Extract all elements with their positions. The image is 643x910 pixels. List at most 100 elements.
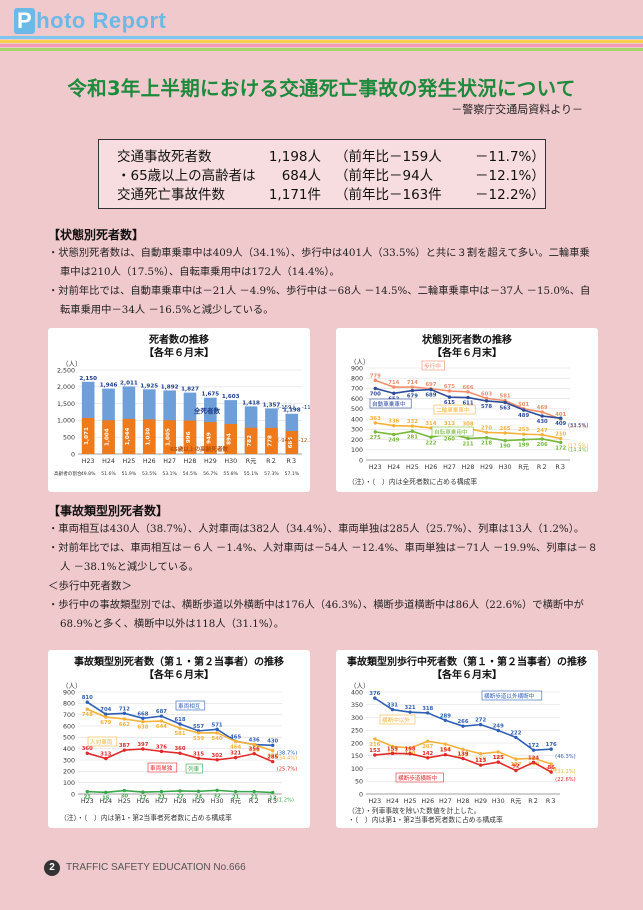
y-tick-label: 400 [63, 746, 75, 753]
data-point [426, 739, 430, 743]
chart-canvas: （人） 0 100 200 300 400 500 600 700 800 900 H23 H24 H25… [62, 682, 298, 805]
footer-text: TRAFFIC SAFETY EDUCATION No.666 [66, 862, 246, 873]
data-point [159, 719, 164, 723]
chart-canvas: （人） 0 50 100 150 200 250 300 350 400 H23 H24 H25 H26 H… [350, 682, 576, 805]
data-label: 469 [537, 405, 548, 411]
data-point [178, 726, 182, 730]
row-value: 53.5% [142, 471, 157, 477]
legend-label: 横断中以外 [382, 716, 410, 724]
x-tick-label: H27 [439, 798, 452, 805]
data-point [196, 756, 201, 760]
data-point [540, 410, 544, 414]
data-point [466, 390, 470, 394]
x-tick-label: H29 [474, 798, 487, 805]
data-point [271, 743, 275, 747]
x-tick-label: H29 [480, 464, 493, 471]
legend-label: 人対車両 [90, 738, 113, 746]
data-label: 810 [82, 695, 93, 701]
data-point [559, 436, 563, 441]
y-tick-label: 200 [351, 437, 363, 444]
data-label-total: 1,198 [283, 408, 301, 414]
x-tick-label: H25 [118, 798, 131, 805]
legend-box [379, 714, 416, 725]
data-point [233, 739, 238, 744]
data-point [426, 711, 430, 715]
data-label: 86 [547, 765, 555, 771]
legend-box [175, 700, 206, 711]
data-label: 222 [510, 730, 521, 736]
data-label: 697 [425, 382, 436, 388]
data-point [496, 728, 500, 733]
row-value: 54.5% [183, 471, 198, 477]
end-percent: (31.1%) [555, 769, 576, 775]
data-point [104, 712, 108, 716]
end-percent: （17.5%） [565, 443, 592, 450]
y-tick-label: 800 [63, 701, 75, 708]
data-label: 668 [137, 711, 148, 717]
y-tick-label: 800 [351, 376, 363, 383]
data-label: 336 [388, 419, 399, 425]
data-label: 571 [212, 722, 223, 728]
data-point [196, 731, 201, 735]
x-tick-label: H25 [404, 798, 417, 805]
data-point [540, 414, 544, 418]
data-point [496, 760, 500, 764]
data-label: 153 [369, 748, 380, 754]
x-tick-label: R元 [518, 463, 529, 471]
data-label: 172 [528, 743, 539, 749]
page-title: 令和3年上半期における交通死亡事故の発生状況について [67, 77, 576, 100]
data-point [408, 752, 412, 756]
data-point [521, 432, 526, 436]
sub-heading: ＜歩行中死者数＞ [48, 580, 132, 592]
chart-deaths-trend: 死者数の推移 【各年６月末】 （人） 0 500 1,000 1,500 2,000 2,5… [48, 328, 310, 492]
data-label-total: 1,925 [140, 383, 158, 389]
data-point [484, 399, 489, 403]
brand-text-1: hoto [36, 8, 93, 33]
data-label: 207 [422, 744, 433, 750]
summary-prev: （前年比－159人 [335, 149, 442, 165]
chart-subtitle: 【各年６月末】 [432, 670, 502, 681]
data-point [429, 435, 433, 440]
data-point [461, 747, 465, 752]
y-tick-label: 100 [351, 766, 363, 773]
data-label: 321 [230, 751, 241, 757]
data-label: 253 [518, 427, 529, 433]
data-label: 313 [100, 752, 111, 758]
data-label: 615 [444, 400, 455, 406]
data-point [85, 707, 89, 711]
data-point [410, 388, 415, 393]
x-tick-label: H24 [102, 458, 115, 465]
data-label: 302 [212, 753, 223, 759]
bar-elderly [285, 431, 299, 454]
end-percent: (25.7%) [277, 767, 298, 773]
data-point [549, 770, 553, 774]
data-label-elderly: 782 [247, 435, 253, 447]
y-tick-label: 0 [71, 791, 75, 798]
y-tick-label: 500 [351, 406, 363, 413]
data-label: 275 [370, 435, 381, 441]
data-label: 409 [555, 421, 566, 427]
x-tick-label: R２ [249, 798, 260, 805]
data-point [85, 789, 89, 794]
stripe [0, 44, 643, 47]
data-label-total: 2,150 [79, 376, 97, 382]
data-point [429, 387, 433, 392]
data-label: 21 [158, 795, 166, 801]
legend-label: 自転車乗用中 [434, 428, 468, 436]
data-label: 489 [518, 413, 529, 419]
data-label: 700 [370, 391, 381, 397]
legend-box [369, 398, 412, 409]
data-point [496, 750, 500, 754]
data-label: 32 [213, 793, 221, 799]
data-point [466, 395, 470, 400]
y-tick-label: 1,000 [57, 418, 75, 425]
data-label: 465 [230, 734, 241, 740]
data-point [478, 722, 483, 727]
data-point [215, 731, 219, 735]
data-label: 249 [493, 724, 504, 730]
chart-pedestrian-trend: 事故類型別歩行中死者数（第１・第２当事者）の推移 【各年６月末】 （人） 0 50 1… [336, 650, 598, 828]
data-label: 272 [475, 718, 486, 724]
end-percent: (38.7%) [277, 750, 298, 756]
data-label-total: 2,011 [120, 380, 138, 386]
x-tick-label: H24 [386, 798, 399, 805]
